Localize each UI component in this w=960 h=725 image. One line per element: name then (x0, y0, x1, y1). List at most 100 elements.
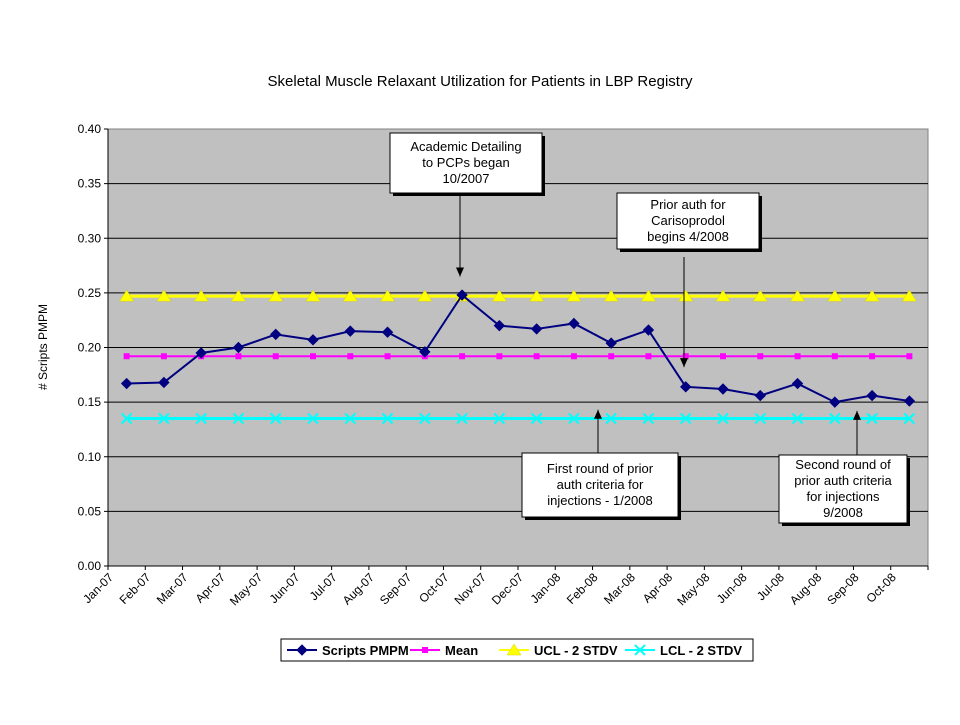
data-point (419, 346, 431, 358)
data-point (310, 353, 316, 360)
data-point (829, 412, 841, 425)
marker-stroke (829, 412, 841, 425)
x-tick-label: May-08 (674, 570, 712, 608)
data-point (640, 289, 656, 302)
data-point (603, 289, 619, 302)
data-point (678, 289, 694, 302)
y-tick-label: 0.20 (78, 341, 102, 355)
y-axis-label: # Scripts PMPM (36, 304, 50, 390)
data-point (720, 353, 726, 360)
data-point (270, 328, 282, 341)
annotation-text: auth criteria for (557, 477, 644, 492)
data-point (384, 353, 391, 360)
data-point (344, 325, 356, 337)
data-point (827, 289, 843, 302)
y-tick-label: 0.25 (78, 286, 102, 300)
data-point (235, 353, 242, 360)
annotation-box (778, 454, 908, 524)
data-point (456, 289, 468, 301)
marker-stroke (642, 412, 655, 425)
x-tick-label: Sep-07 (377, 570, 414, 607)
data-point (866, 412, 878, 425)
data-point (906, 353, 913, 360)
data-point (195, 412, 207, 425)
data-point (491, 289, 507, 302)
data-point (530, 323, 543, 335)
legend-marker (634, 644, 646, 656)
legend-item-scripts-pmpm: Scripts PMPM (287, 643, 409, 658)
annotation-text: First round of prior (547, 461, 654, 476)
series-lcl-2-stdv (120, 412, 916, 425)
data-point (456, 412, 468, 425)
x-tick-label: Mar-07 (154, 570, 191, 607)
data-point (195, 347, 207, 359)
data-point (642, 412, 655, 425)
data-point (717, 383, 729, 395)
data-point (752, 289, 768, 302)
data-point (272, 353, 279, 360)
marker-stroke (903, 412, 916, 425)
legend-marker (296, 644, 308, 656)
legend-label: Scripts PMPM (322, 643, 409, 658)
x-tick-label: Nov-07 (452, 570, 489, 607)
x-tick-label: Apr-08 (640, 570, 676, 606)
annotation-text: Second round of (795, 457, 891, 472)
marker-stroke (634, 644, 646, 656)
data-point (232, 412, 245, 425)
data-point (605, 412, 617, 425)
legend-marker (422, 647, 428, 653)
y-tick-label: 0.35 (78, 177, 102, 191)
x-tick-label: May-07 (227, 570, 265, 608)
data-point (754, 412, 766, 425)
marker-stroke (456, 412, 468, 425)
data-point (158, 376, 170, 389)
data-point (158, 412, 170, 425)
data-point (270, 412, 282, 425)
data-point (119, 289, 135, 302)
data-point (570, 353, 577, 360)
data-point (342, 289, 358, 302)
y-tick-label: 0.10 (78, 450, 102, 464)
x-tick-label: Aug-08 (787, 570, 824, 607)
data-point (493, 319, 506, 332)
x-tick-label: Dec-07 (489, 570, 526, 607)
x-tick-label: Apr-07 (193, 570, 229, 606)
marker-stroke (530, 412, 543, 425)
data-point (717, 412, 729, 425)
data-point (903, 395, 916, 407)
marker-stroke (568, 412, 580, 425)
data-point (866, 389, 878, 402)
legend-marker (506, 643, 522, 656)
data-point (380, 289, 396, 302)
marker-stroke (493, 412, 506, 425)
marker-stroke (866, 412, 878, 425)
y-tick-label: 0.30 (78, 231, 102, 245)
data-point (568, 317, 580, 330)
data-point (417, 289, 433, 302)
annotation-text: Carisoprodol (651, 213, 725, 228)
marker-stroke (270, 412, 282, 425)
series-mean (123, 353, 913, 360)
x-tick-label: Jun-07 (267, 570, 303, 606)
data-point (120, 377, 133, 390)
data-point (757, 353, 764, 360)
x-tick-label: Jul-08 (754, 570, 787, 603)
data-point (529, 289, 545, 302)
data-point (790, 289, 806, 302)
data-point (568, 412, 580, 425)
data-point (680, 412, 692, 425)
marker-stroke (195, 412, 207, 425)
data-point (530, 412, 543, 425)
data-point (344, 412, 356, 425)
annotation-box (389, 132, 543, 194)
x-tick-label: Jul-07 (307, 570, 340, 603)
x-tick-label: Feb-07 (117, 570, 154, 607)
marker-stroke (120, 412, 133, 425)
x-tick-label: Jan-07 (80, 570, 116, 606)
data-point (381, 326, 394, 338)
